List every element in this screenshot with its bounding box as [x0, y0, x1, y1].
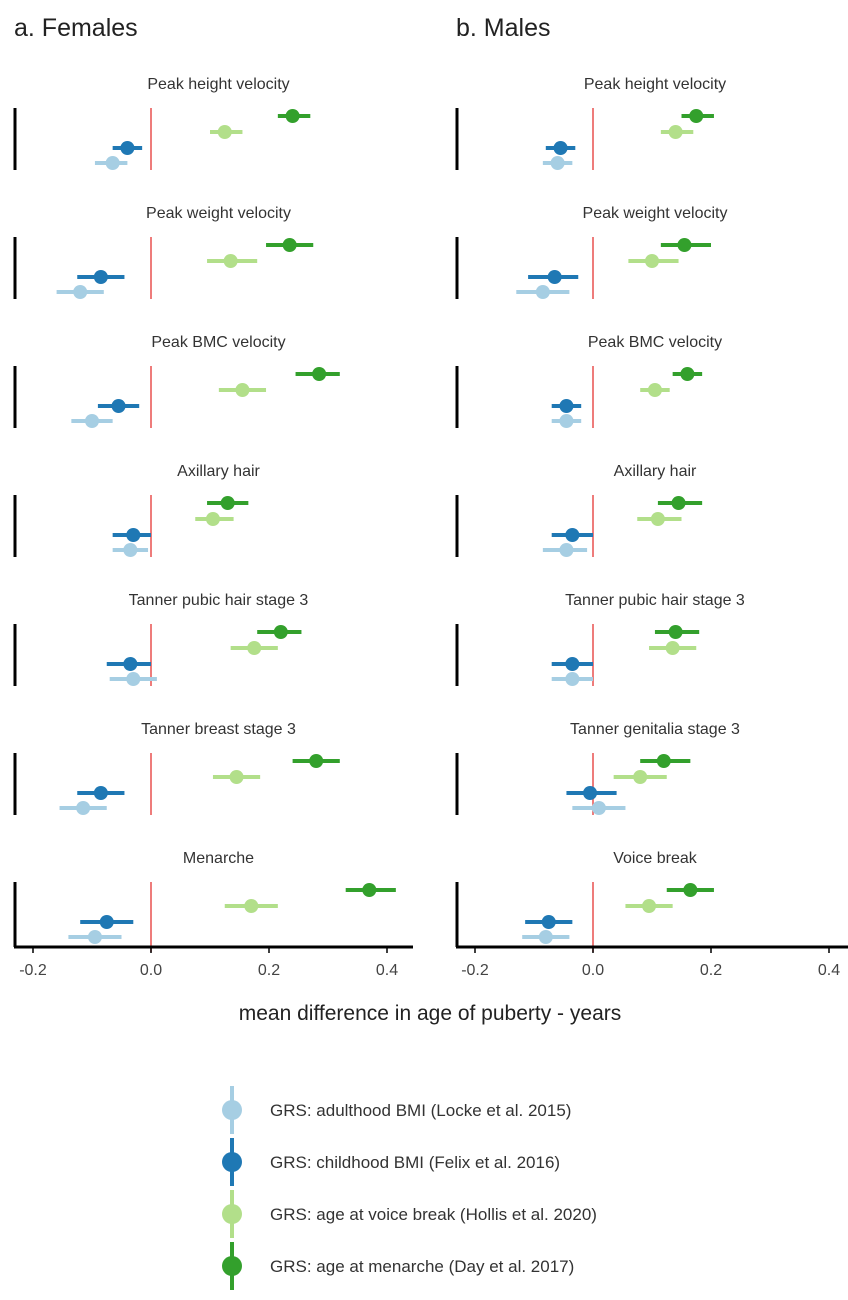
point-estimate-adult: [126, 672, 141, 686]
facet-label: Peak BMC velocity: [588, 334, 722, 351]
facet-label: Tanner genitalia stage 3: [570, 721, 740, 738]
point-estimate-child: [99, 915, 114, 929]
facet-label: Axillary hair: [177, 463, 260, 480]
legend-label: GRS: childhood BMI (Felix et al. 2016): [270, 1153, 560, 1172]
point-estimate-menarche: [312, 367, 327, 381]
point-estimate-voice: [642, 899, 657, 913]
point-estimate-menarche: [683, 883, 698, 897]
point-estimate-adult: [535, 285, 550, 299]
point-estimate-child: [93, 786, 108, 800]
point-estimate-child: [565, 657, 580, 671]
facet-label: Peak BMC velocity: [151, 334, 285, 351]
point-estimate-menarche: [689, 109, 704, 123]
point-estimate-child: [93, 270, 108, 284]
point-estimate-menarche: [671, 496, 686, 510]
point-estimate-menarche: [668, 625, 683, 639]
point-estimate-voice: [235, 383, 250, 397]
point-estimate-voice: [633, 770, 648, 784]
facet-label: Tanner pubic hair stage 3: [565, 592, 745, 609]
facet-label: Axillary hair: [614, 463, 697, 480]
facet-label: Peak weight velocity: [146, 205, 291, 222]
point-estimate-adult: [73, 285, 88, 299]
point-estimate-voice: [647, 383, 662, 397]
point-estimate-menarche: [677, 238, 692, 252]
point-estimate-voice: [229, 770, 244, 784]
facet-label: Voice break: [613, 850, 698, 867]
point-estimate-voice: [668, 125, 683, 139]
point-estimate-child: [583, 786, 598, 800]
x-tick-label: 0.4: [376, 962, 398, 979]
point-estimate-adult: [123, 543, 138, 557]
point-estimate-adult: [105, 156, 120, 170]
point-estimate-voice: [217, 125, 232, 139]
point-estimate-menarche: [656, 754, 671, 768]
panel-title: a. Females: [14, 14, 138, 42]
legend-key-point: [222, 1100, 242, 1120]
point-estimate-adult: [87, 930, 102, 944]
x-tick-label: 0.0: [140, 962, 162, 979]
point-estimate-adult: [559, 543, 574, 557]
point-estimate-adult: [559, 414, 574, 428]
facet-label: Peak height velocity: [147, 76, 289, 93]
point-estimate-voice: [645, 254, 659, 268]
x-tick-label: -0.2: [19, 962, 47, 979]
point-estimate-child: [123, 657, 138, 671]
point-estimate-adult: [591, 801, 606, 815]
x-tick-label: 0.4: [818, 962, 840, 979]
point-estimate-adult: [565, 672, 580, 686]
facet-label: Peak weight velocity: [583, 205, 728, 222]
legend-key-point: [222, 1256, 242, 1276]
point-estimate-child: [541, 915, 556, 929]
point-estimate-child: [120, 141, 135, 155]
x-tick-label: 0.2: [700, 962, 722, 979]
point-estimate-voice: [650, 512, 665, 526]
facet-label: Tanner breast stage 3: [141, 721, 296, 738]
legend-label: GRS: age at voice break (Hollis et al. 2…: [270, 1205, 597, 1224]
facet-label: Menarche: [183, 850, 254, 867]
panel-title: b. Males: [456, 14, 550, 42]
facet-label: Tanner pubic hair stage 3: [129, 592, 309, 609]
x-axis-label: mean difference in age of puberty - year…: [239, 1002, 622, 1025]
x-tick-label: 0.2: [258, 962, 280, 979]
point-estimate-voice: [247, 641, 262, 655]
point-estimate-child: [559, 399, 574, 413]
point-estimate-voice: [244, 899, 259, 913]
point-estimate-menarche: [273, 625, 288, 639]
point-estimate-menarche: [680, 367, 695, 381]
point-estimate-adult: [85, 414, 99, 428]
point-estimate-child: [111, 399, 126, 413]
point-estimate-adult: [538, 930, 553, 944]
point-estimate-menarche: [220, 496, 235, 510]
point-estimate-menarche: [282, 238, 297, 252]
legend-key-point: [222, 1204, 242, 1224]
point-estimate-child: [565, 528, 580, 542]
x-tick-label: 0.0: [582, 962, 604, 979]
legend-label: GRS: age at menarche (Day et al. 2017): [270, 1257, 574, 1276]
point-estimate-menarche: [362, 883, 377, 897]
legend-label: GRS: adulthood BMI (Locke et al. 2015): [270, 1101, 571, 1120]
point-estimate-voice: [665, 641, 680, 655]
point-estimate-voice: [205, 512, 220, 526]
legend-key-point: [222, 1152, 242, 1172]
point-estimate-adult: [550, 156, 565, 170]
point-estimate-menarche: [285, 109, 300, 123]
point-estimate-adult: [76, 801, 91, 815]
point-estimate-menarche: [309, 754, 324, 768]
x-tick-label: -0.2: [461, 962, 489, 979]
point-estimate-child: [547, 270, 562, 284]
point-estimate-child: [553, 141, 568, 155]
facet-label: Peak height velocity: [584, 76, 726, 93]
point-estimate-voice: [223, 254, 238, 268]
point-estimate-child: [126, 528, 141, 542]
